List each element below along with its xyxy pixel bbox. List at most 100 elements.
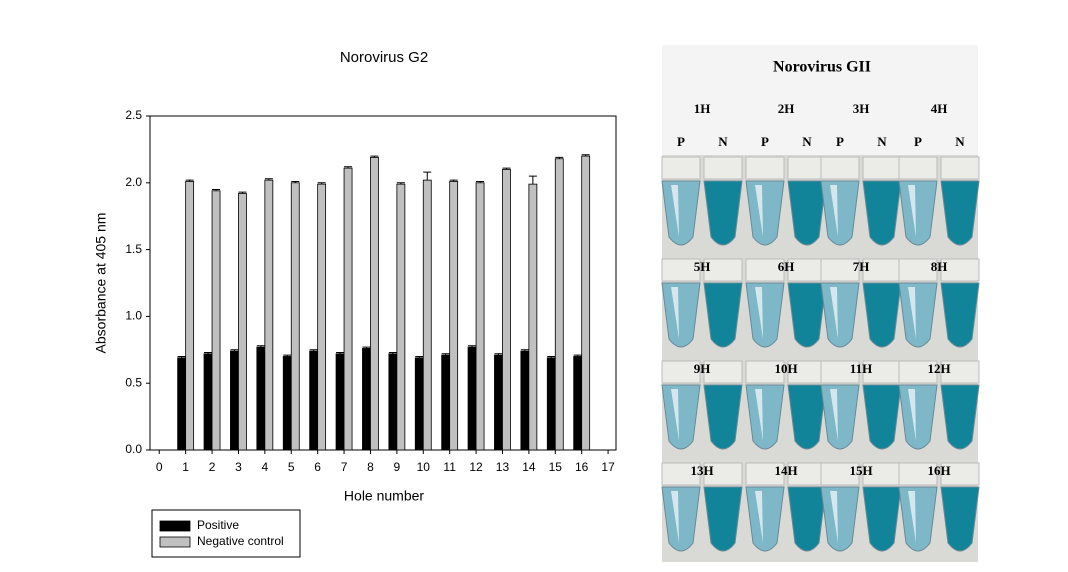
bar — [388, 353, 398, 451]
tube-label: N — [955, 134, 965, 149]
tube-cap — [745, 156, 785, 180]
bar — [370, 157, 379, 451]
tube-cap — [898, 258, 938, 282]
tube-cap — [940, 462, 980, 486]
tube-body — [745, 384, 785, 450]
tube-body — [787, 282, 827, 348]
tube-body — [745, 486, 785, 552]
tube-label: P — [677, 134, 685, 149]
tube-body — [661, 486, 701, 552]
x-tick-label: 4 — [262, 460, 269, 474]
legend-swatch — [159, 520, 191, 532]
tube-body — [862, 486, 902, 552]
y-tick-label: 1.5 — [125, 242, 142, 256]
error-bar — [212, 188, 221, 191]
bar — [230, 350, 239, 451]
tube-cap — [820, 462, 860, 486]
tube-body — [745, 180, 785, 246]
tube-cap — [745, 360, 785, 384]
tube-body — [862, 282, 902, 348]
x-tick-label: 15 — [549, 460, 563, 474]
tube-body — [898, 180, 938, 246]
tube-cap — [745, 258, 785, 282]
tube-label: P — [836, 134, 844, 149]
tube-body — [703, 282, 743, 348]
bar — [528, 183, 538, 451]
y-tick-label: 1.0 — [125, 309, 142, 323]
legend-label: Negative control — [197, 534, 284, 548]
tube-glare — [830, 491, 838, 543]
error-bar — [449, 179, 458, 182]
error-bar — [204, 351, 213, 354]
y-tick-label: 0.0 — [125, 442, 142, 456]
tube-glare — [830, 287, 838, 339]
bar — [581, 155, 591, 451]
x-tick-label: 6 — [314, 460, 321, 474]
bar — [309, 350, 319, 451]
error-bar — [423, 171, 432, 181]
y-tick-label: 2.5 — [125, 108, 142, 122]
tube-label: P — [914, 134, 922, 149]
error-bar — [441, 353, 450, 356]
tube-cap — [703, 258, 743, 282]
error-bar — [309, 349, 318, 352]
hole-label: 8H — [931, 259, 948, 274]
tube-cap — [703, 360, 743, 384]
tube-glare — [671, 491, 679, 543]
tube-cap — [661, 462, 701, 486]
tube-glare — [755, 389, 763, 441]
x-tick-label: 17 — [601, 460, 615, 474]
tube-glare — [671, 389, 679, 441]
tube-glare — [830, 185, 838, 237]
error-bar — [336, 351, 345, 354]
tube-glare — [755, 491, 763, 543]
hole-label: 4H — [931, 101, 948, 116]
tube-cap — [940, 156, 980, 180]
tube-body — [661, 180, 701, 246]
bar — [554, 158, 564, 451]
bar — [396, 183, 406, 451]
error-bar — [291, 180, 300, 183]
error-bar — [476, 180, 485, 183]
tube-cap — [820, 360, 860, 384]
bar — [290, 182, 300, 451]
photo-title: Norovirus GII — [773, 59, 871, 76]
tube-body — [661, 282, 701, 348]
bar — [264, 179, 274, 451]
tube-body — [820, 384, 860, 450]
hole-label: 9H — [694, 361, 711, 376]
tube-cap — [820, 258, 860, 282]
hole-label: 15H — [849, 463, 872, 478]
bar — [362, 348, 371, 451]
bar — [177, 357, 187, 451]
tube-glare — [755, 185, 763, 237]
tube-body — [703, 180, 743, 246]
hole-label: 11H — [850, 361, 872, 376]
tube-cap — [745, 462, 785, 486]
tube-body — [787, 384, 827, 450]
x-tick-label: 8 — [367, 460, 374, 474]
error-bar — [256, 345, 265, 348]
tube-label: N — [877, 134, 887, 149]
tube-cap — [787, 156, 827, 180]
bar — [494, 354, 503, 451]
x-tick-label: 3 — [235, 460, 242, 474]
error-bar — [185, 179, 194, 182]
error-bar — [283, 354, 292, 357]
tube-cap — [898, 462, 938, 486]
bar — [441, 354, 451, 451]
tube-body — [940, 486, 980, 552]
bar — [546, 357, 556, 451]
tube-cap — [940, 258, 980, 282]
x-axis-label: Hole number — [344, 488, 424, 504]
x-tick-label: 9 — [394, 460, 401, 474]
bar — [520, 350, 530, 451]
tube-cap — [898, 360, 938, 384]
x-tick-label: 14 — [522, 460, 536, 474]
y-tick-label: 2.0 — [125, 175, 142, 189]
x-tick-label: 11 — [443, 460, 456, 474]
tube-cap — [661, 258, 701, 282]
tube-cap — [940, 360, 980, 384]
error-bar — [344, 166, 353, 169]
